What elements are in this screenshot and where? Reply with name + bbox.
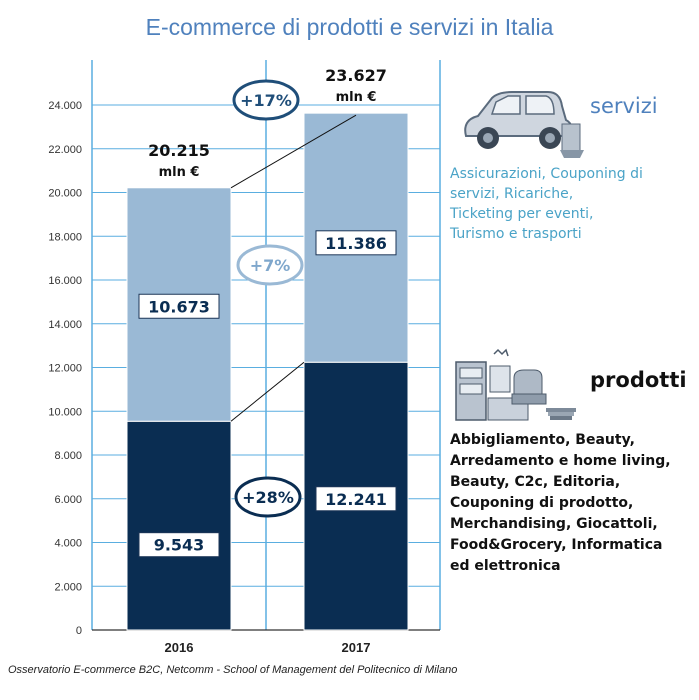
data-label-servizi: 10.673	[148, 297, 210, 316]
prodotti-list: Abbigliamento, Beauty, Arredamento e hom…	[450, 430, 695, 577]
growth-total-label: +17%	[240, 91, 292, 110]
connector-total	[230, 114, 357, 189]
y-tick-label: 0	[76, 625, 82, 637]
data-label-prodotti: 9.543	[154, 536, 205, 555]
prodotti-line: Beauty, C2c, Editoria,	[450, 474, 621, 490]
data-label-prodotti-box	[315, 486, 397, 512]
data-label-servizi-box	[138, 293, 220, 319]
y-tick-label: 2.000	[54, 581, 82, 593]
prodotti-line: ed elettronica	[450, 558, 561, 574]
y-tick-label: 18.000	[48, 231, 82, 243]
prodotti-line: Merchandising, Giocattoli,	[450, 516, 658, 532]
x-tick-label: 2016	[165, 640, 194, 655]
data-label-prodotti: 12.241	[325, 490, 387, 509]
y-tick-label: 12.000	[48, 363, 82, 375]
y-tick-label: 14.000	[48, 319, 82, 331]
growth-total-ellipse	[232, 79, 300, 121]
source-caption: Osservatorio E-commerce B2C, Netcomm - S…	[8, 664, 458, 676]
y-tick-label: 10.000	[48, 406, 82, 418]
servizi-title: servizi	[590, 94, 658, 118]
y-tick-label: 8.000	[54, 450, 82, 462]
prodotti-line: Food&Grocery, Informatica	[450, 537, 663, 553]
y-tick-label: 6.000	[54, 494, 82, 506]
y-tick-label: 24.000	[48, 100, 82, 112]
prodotti-line: Arredamento e home living,	[450, 453, 671, 469]
page-title: E-commerce di prodotti e servizi in Ital…	[145, 14, 554, 40]
stacked-bar-chart: 0 2.000 4.000 6.000 8.000 10.000 12.000 14.000 1…	[48, 60, 441, 655]
data-label-servizi: 11.386	[325, 234, 387, 253]
y-tick-label: 16.000	[48, 275, 82, 287]
data-label-prodotti-box	[138, 532, 220, 558]
x-tick-label: 2017	[342, 640, 371, 655]
growth-servizi-ellipse	[236, 244, 304, 286]
y-tick-label: 20.000	[48, 188, 82, 200]
growth-prodotti-label: +28%	[242, 488, 294, 507]
y-axis-ticks: 0 2.000 4.000 6.000 8.000 10.000 12.000 14.000 1…	[48, 100, 370, 655]
car-icon	[464, 91, 584, 158]
prodotti-title: prodotti	[590, 368, 687, 392]
servizi-line: servizi, Ricariche,	[450, 186, 574, 202]
bars: 9.543 10.673 12.241 11.386	[126, 112, 409, 631]
servizi-line: Turismo e trasporti	[450, 226, 582, 242]
products-icon	[455, 348, 576, 421]
prodotti-line: Couponing di prodotto,	[450, 495, 634, 511]
annotations: 20.215 mln € 23.627 mln € +17% +7% +28%	[148, 66, 387, 518]
total-unit: mln €	[159, 165, 200, 180]
servizi-line: Ticketing per eventi,	[450, 206, 594, 222]
data-label-servizi-box	[315, 230, 397, 256]
y-tick-label: 4.000	[54, 538, 82, 550]
connector-prodotti	[230, 361, 305, 422]
servizi-list: Assicurazioni, Couponing di servizi, Ric…	[450, 164, 695, 244]
growth-servizi-label: +7%	[250, 256, 291, 275]
servizi-line: Assicurazioni, Couponing di	[450, 166, 643, 182]
total-value: 23.627	[325, 66, 387, 85]
total-value: 20.215	[148, 141, 210, 160]
growth-prodotti-ellipse	[234, 476, 302, 518]
bar-prodotti	[126, 420, 232, 631]
y-tick-label: 22.000	[48, 144, 82, 156]
total-unit: mln €	[336, 90, 377, 105]
prodotti-line: Abbigliamento, Beauty,	[450, 432, 635, 448]
